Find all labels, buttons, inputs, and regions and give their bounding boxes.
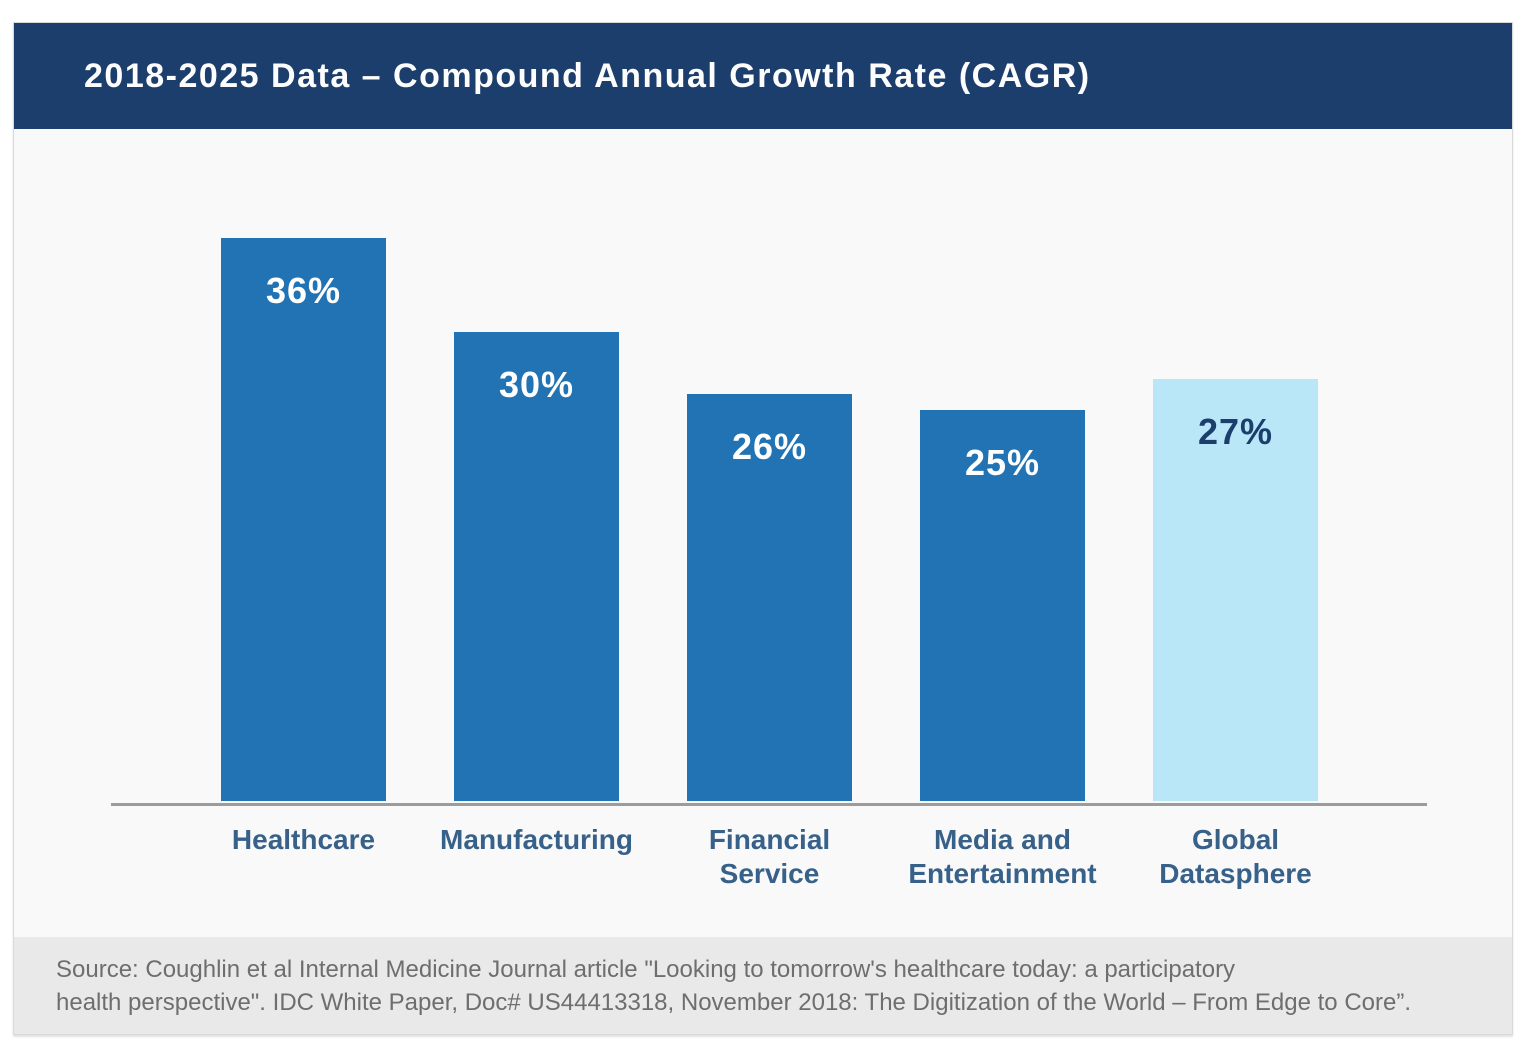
chart-header: 2018-2025 Data – Compound Annual Growth …	[14, 23, 1512, 129]
category-label-line: Healthcare	[231, 824, 376, 855]
bar-global-datasphere: 27%	[1153, 379, 1318, 801]
bar-media-and-entertainment: 25%	[920, 410, 1085, 801]
chart-card: 2018-2025 Data – Compound Annual Growth …	[13, 22, 1513, 1035]
bar-value-label: 27%	[1197, 411, 1274, 452]
bar-manufacturing: 30%	[454, 332, 619, 801]
source-text-line-2: health perspective". IDC White Paper, Do…	[56, 989, 1411, 1016]
category-label-global-datasphere: Global Datasphere	[1116, 823, 1356, 891]
x-axis-line	[111, 803, 1427, 806]
bar-healthcare: 36%	[221, 238, 386, 801]
category-label-line: Datasphere	[1159, 858, 1312, 889]
category-label-financial-service: Financial Service	[650, 823, 890, 891]
category-label-healthcare: Healthcare	[184, 823, 424, 857]
category-label-line: Manufacturing	[440, 824, 633, 855]
bar-value-label: 36%	[265, 270, 342, 311]
bar-value-label: 30%	[498, 364, 575, 405]
category-label-line: Global	[1191, 824, 1280, 855]
bar-value-label: 25%	[964, 442, 1041, 483]
plot-area: 36% Healthcare 30% Manufacturing 26% Financia…	[14, 129, 1512, 937]
category-label-line: Service	[719, 858, 820, 889]
chart-title: 2018-2025 Data – Compound Annual Growth …	[84, 56, 1091, 95]
bar-financial-service: 26%	[687, 394, 852, 801]
category-label-manufacturing: Manufacturing	[417, 823, 657, 857]
source-text-line-1: Source: Coughlin et al Internal Medicine…	[56, 956, 1236, 983]
category-label-media-and-entertainment: Media and Entertainment	[883, 823, 1123, 891]
category-label-line: Financial	[708, 824, 831, 855]
source-footer: Source: Coughlin et al Internal Medicine…	[14, 937, 1512, 1034]
category-label-line: Entertainment	[908, 858, 1097, 889]
bar-value-label: 26%	[731, 426, 808, 467]
category-label-line: Media and	[934, 824, 1071, 855]
